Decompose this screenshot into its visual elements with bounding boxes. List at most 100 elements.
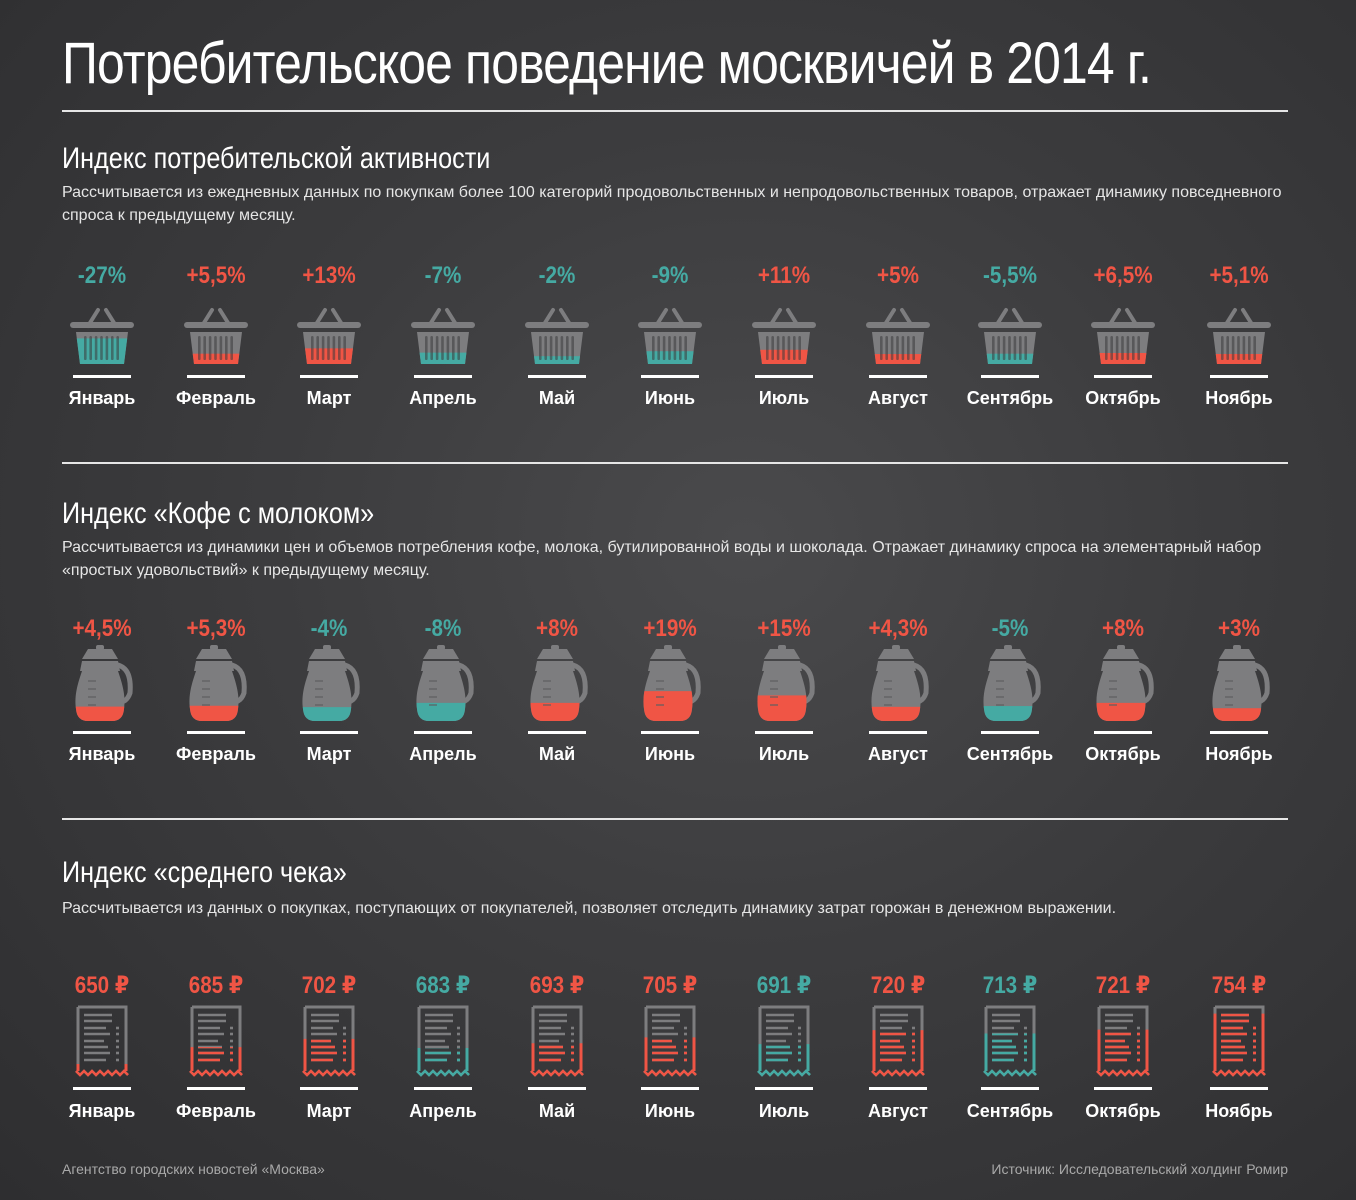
basket-icon xyxy=(184,308,248,364)
basket-icon xyxy=(525,308,589,364)
activity-value-label: +11% xyxy=(757,262,811,289)
month-label: Ноябрь xyxy=(1205,1101,1273,1121)
month-label: Июль xyxy=(758,1101,810,1121)
receipt-icon xyxy=(757,1005,811,1077)
baseline-bar xyxy=(869,375,927,378)
basket-icon xyxy=(411,308,475,364)
receipt-icon xyxy=(75,1005,129,1077)
coffee-value-label: +4,5% xyxy=(72,615,132,642)
month-label: Октябрь xyxy=(1085,1101,1161,1121)
month-label: Февраль xyxy=(176,744,256,764)
baseline-bar xyxy=(869,1087,927,1090)
baseline-bar xyxy=(981,375,1039,378)
activity-chart: -27% Январь +5,5% Февраль +13% Март -7% Апрель -… xyxy=(0,0,1356,408)
section-divider xyxy=(62,818,1288,820)
activity-value-label: +5,1% xyxy=(1209,262,1269,289)
month-label: Апрель xyxy=(409,1101,477,1121)
month-label: Февраль xyxy=(176,1101,256,1121)
month-label: Март xyxy=(306,388,352,408)
basket-icon xyxy=(978,308,1042,364)
coffee-value-label: +5,3% xyxy=(186,615,246,642)
coffee-value-label: +15% xyxy=(757,615,811,642)
coffee-value-label: +4,3% xyxy=(868,615,928,642)
baseline-bar xyxy=(414,375,472,378)
check-value-label: 702 ₽ xyxy=(301,972,357,999)
month-label: Июль xyxy=(758,744,810,764)
month-label: Сентябрь xyxy=(966,1101,1054,1121)
section-divider xyxy=(62,462,1288,464)
check-value-label: 685 ₽ xyxy=(188,972,244,999)
month-label: Январь xyxy=(68,744,136,764)
coffee-pot-icon xyxy=(189,645,247,721)
baseline-bar xyxy=(1094,375,1152,378)
receipt-icon xyxy=(302,1005,356,1077)
baseline-bar xyxy=(1210,375,1268,378)
coffee-value-label: +8% xyxy=(1102,615,1144,642)
month-label: Ноябрь xyxy=(1205,744,1273,764)
check-value-label: 721 ₽ xyxy=(1095,972,1151,999)
coffee-pot-icon xyxy=(643,645,701,721)
baseline-bar xyxy=(528,375,586,378)
baseline-bar xyxy=(1210,731,1268,734)
coffee-pot-icon xyxy=(1096,645,1154,721)
coffee-pot-icon xyxy=(530,645,588,721)
baseline-bar xyxy=(187,375,245,378)
month-label: Сентябрь xyxy=(966,744,1054,764)
activity-value-label: -5,5% xyxy=(983,262,1037,289)
activity-value-label: +6,5% xyxy=(1093,262,1153,289)
check-value-label: 650 ₽ xyxy=(74,972,130,999)
coffee-section-description: Рассчитывается из динамики цен и объемов… xyxy=(62,539,1262,579)
basket-icon xyxy=(1207,308,1271,364)
receipt-icon xyxy=(189,1005,243,1077)
baseline-bar xyxy=(414,731,472,734)
activity-value-label: +5,5% xyxy=(186,262,246,289)
baseline-bar xyxy=(869,731,927,734)
baseline-bar xyxy=(73,375,131,378)
baseline-bar xyxy=(641,731,699,734)
coffee-value-label: +19% xyxy=(643,615,697,642)
check-value-label: 683 ₽ xyxy=(415,972,471,999)
month-label: Январь xyxy=(68,388,136,408)
month-label: Февраль xyxy=(176,388,256,408)
coffee-chart: +4,5% Январь +5,3% Февраль -4% Март -8% Апрель +… xyxy=(0,0,1356,764)
baseline-bar xyxy=(73,1087,131,1090)
baseline-bar xyxy=(187,731,245,734)
baseline-bar xyxy=(755,731,813,734)
check-value-label: 705 ₽ xyxy=(642,972,698,999)
basket-icon xyxy=(866,308,930,364)
basket-icon xyxy=(752,308,816,364)
activity-value-label: -7% xyxy=(424,262,462,289)
month-label: Август xyxy=(868,744,928,764)
receipt-icon xyxy=(416,1005,470,1077)
coffee-pot-icon xyxy=(302,645,360,721)
activity-section-description: Рассчитывается из ежедневных данных по п… xyxy=(62,184,1282,224)
receipt-icon xyxy=(530,1005,584,1077)
check-section-title: Индекс «среднего чека» xyxy=(62,856,347,889)
coffee-value-label: -5% xyxy=(991,615,1029,642)
receipt-icon xyxy=(1212,1005,1266,1077)
receipt-icon xyxy=(871,1005,925,1077)
month-label: Август xyxy=(868,388,928,408)
month-label: Май xyxy=(538,388,576,408)
baseline-bar xyxy=(528,1087,586,1090)
baseline-bar xyxy=(73,731,131,734)
coffee-pot-icon xyxy=(416,645,474,721)
baseline-bar xyxy=(1094,731,1152,734)
check-value-label: 693 ₽ xyxy=(529,972,585,999)
month-label: Июнь xyxy=(644,388,696,408)
month-label: Апрель xyxy=(409,744,477,764)
check-chart: 650 ₽ Январь 685 ₽ Февраль 702 ₽ Март 683 ₽ Апр… xyxy=(0,0,1356,1121)
month-label: Ноябрь xyxy=(1205,388,1273,408)
month-label: Октябрь xyxy=(1085,388,1161,408)
month-label: Март xyxy=(306,744,352,764)
month-label: Январь xyxy=(68,1101,136,1121)
check-value-label: 713 ₽ xyxy=(982,972,1038,999)
footer-agency: Агентство городских новостей «Москва» xyxy=(62,1161,325,1177)
coffee-value-label: -8% xyxy=(424,615,462,642)
title-divider xyxy=(62,110,1288,112)
receipt-icon xyxy=(643,1005,697,1077)
coffee-pot-icon xyxy=(983,645,1041,721)
coffee-pot-icon xyxy=(757,645,815,721)
baseline-bar xyxy=(300,731,358,734)
baseline-bar xyxy=(641,375,699,378)
